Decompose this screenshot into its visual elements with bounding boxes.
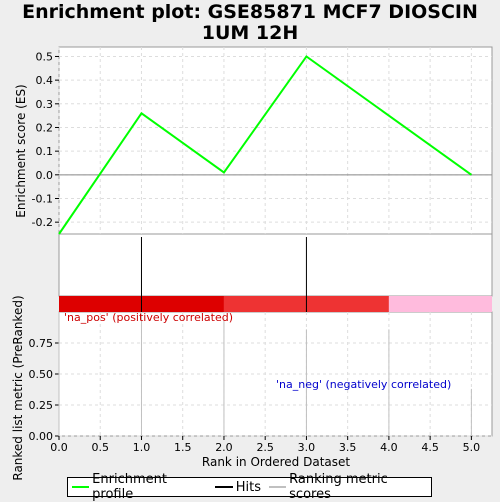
ranking-y-axis-label: Ranked list metric (PreRanked)	[11, 295, 25, 480]
legend: Enrichment profile Hits Ranking metric s…	[67, 472, 432, 502]
legend-label-hits: Hits	[235, 479, 261, 495]
ranking-x-ticks: 0.0 0.5 1.0 1.5 2.0 2.5 3.0 3.5 4.0 4.5 5.0	[50, 436, 480, 454]
ranking-x-axis-label: Rank in Ordered Dataset	[202, 455, 350, 469]
es-y-tick-label: 0.4	[36, 74, 54, 87]
es-y-axis-label: Enrichment score (ES)	[14, 84, 28, 217]
legend-swatch-hits	[214, 486, 233, 488]
ranking-x-tick-label: 1.0	[133, 441, 151, 454]
enrichment-profile-line	[58, 55, 472, 235]
ranking-x-tick-label: 5.0	[463, 441, 481, 454]
ranking-x-tick-label: 4.5	[421, 441, 439, 454]
ranking-x-tick-label: 0.5	[91, 441, 109, 454]
hit-lines	[140, 237, 307, 296]
es-panel	[58, 46, 493, 235]
hits-panel	[58, 233, 493, 297]
heat-bar-segment	[388, 296, 492, 312]
ranking-y-tick-label: 0.25	[29, 399, 54, 412]
ranking-x-tick-label: 2.0	[215, 441, 233, 454]
legend-item-enrichment-profile: Enrichment profile	[72, 472, 207, 502]
legend-label-enrichment-profile: Enrichment profile	[92, 472, 167, 502]
negative-correlation-label: 'na_neg' (negatively correlated)	[276, 378, 451, 391]
es-y-tick-label: -0.2	[32, 216, 53, 229]
ranking-bars	[58, 312, 472, 436]
legend-item-hits: Hits	[214, 479, 261, 495]
ranking-x-tick-label: 4.0	[380, 441, 398, 454]
es-y-tick-label: 0.0	[36, 169, 54, 182]
es-y-tick-label: 0.2	[36, 121, 54, 134]
ranked-list-heat-bar	[59, 296, 492, 312]
es-y-tick-label: 0.5	[36, 50, 54, 63]
legend-swatch-es	[72, 486, 90, 488]
ranking-y-tick-label: 0.50	[29, 368, 54, 381]
ranking-x-tick-label: 3.5	[339, 441, 357, 454]
legend-swatch-ranking	[268, 486, 287, 488]
es-y-tick-label: -0.1	[32, 192, 53, 205]
ranking-x-tick-label: 3.0	[298, 441, 316, 454]
ranking-y-ticks: 0.00 0.25 0.50 0.75	[29, 337, 59, 443]
legend-label-ranking: Ranking metric scores	[289, 472, 388, 502]
ranking-y-tick-label: 0.00	[29, 430, 54, 443]
es-y-tick-label: 0.1	[36, 145, 54, 158]
chart-title: Enrichment plot: GSE85871 MCF7 DIOSCIN 1…	[22, 1, 478, 44]
positive-correlation-label: 'na_pos' (positively correlated)	[64, 311, 233, 324]
ranking-x-tick-label: 0.0	[50, 441, 68, 454]
ranking-x-tick-label: 2.5	[256, 441, 274, 454]
es-y-tick-label: 0.3	[36, 98, 54, 111]
legend-item-ranking: Ranking metric scores	[268, 472, 427, 502]
es-y-ticks: -0.2 -0.1 0.0 0.1 0.2 0.3 0.4 0.5	[32, 50, 59, 229]
ranking-y-tick-label: 0.75	[29, 337, 54, 350]
ranking-x-tick-label: 1.5	[174, 441, 192, 454]
